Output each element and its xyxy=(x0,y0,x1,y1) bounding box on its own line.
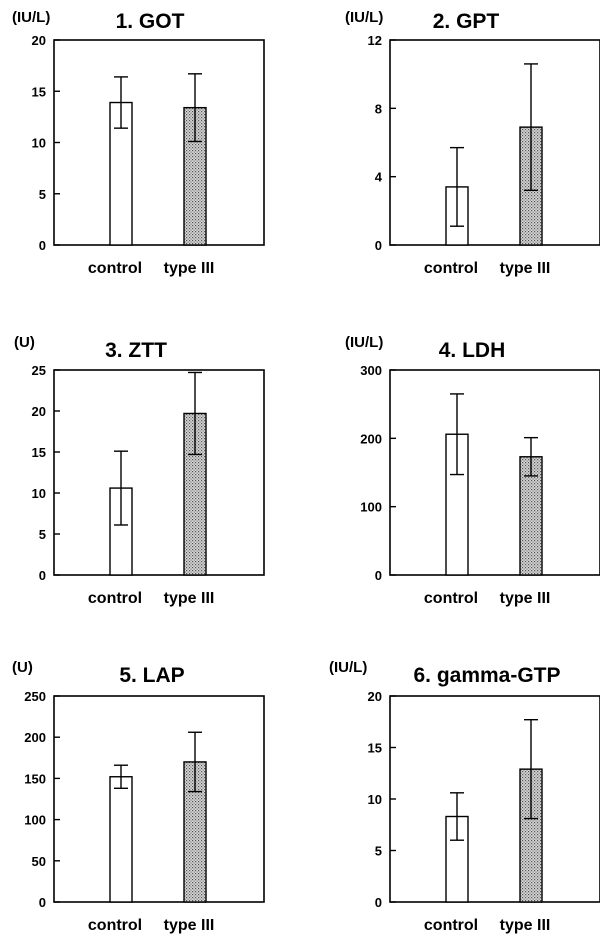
y-unit-label: (IU/L) xyxy=(345,9,383,26)
y-tick-label: 10 xyxy=(32,486,46,501)
category-label: control xyxy=(88,917,142,934)
y-tick-label: 0 xyxy=(375,238,382,253)
chart-title: 4. LDH xyxy=(439,339,506,362)
y-tick-label: 100 xyxy=(24,813,46,828)
y-tick-label: 300 xyxy=(360,363,382,378)
category-label: control xyxy=(424,917,478,934)
y-tick-label: 15 xyxy=(32,445,46,460)
y-tick-label: 0 xyxy=(39,238,46,253)
y-tick-label: 250 xyxy=(24,689,46,704)
y-unit-label: (U) xyxy=(14,334,35,351)
y-tick-label: 0 xyxy=(39,895,46,910)
category-label: type III xyxy=(164,917,215,934)
y-tick-label: 200 xyxy=(360,431,382,446)
category-label: type III xyxy=(164,590,215,607)
y-unit-label: (U) xyxy=(12,659,33,676)
y-tick-label: 0 xyxy=(375,895,382,910)
y-tick-label: 5 xyxy=(39,527,46,542)
category-label: control xyxy=(88,260,142,277)
y-tick-label: 20 xyxy=(32,404,46,419)
chart-panel-5: (U) 5. LAP 0 50 100 150 200 250 control type III xyxy=(12,659,265,934)
y-tick-label: 200 xyxy=(24,730,46,745)
y-tick-label: 15 xyxy=(32,84,46,99)
category-label: control xyxy=(424,590,478,607)
y-unit-label: (IU/L) xyxy=(12,9,50,26)
chart-title: 6. gamma-GTP xyxy=(413,664,560,687)
chart-panel-4: (IU/L) 4. LDH 0 100 200 300 control type III xyxy=(345,334,600,607)
plot-frame xyxy=(389,369,600,576)
y-tick-label: 8 xyxy=(375,101,382,116)
y-tick-label: 5 xyxy=(375,844,382,859)
plot-frame xyxy=(389,695,600,903)
chart-title: 1. GOT xyxy=(116,10,185,33)
y-tick-label: 0 xyxy=(39,568,46,583)
category-label: type III xyxy=(164,260,215,277)
y-tick-label: 0 xyxy=(375,568,382,583)
y-tick-label: 4 xyxy=(375,170,383,185)
chart-title: 3. ZTT xyxy=(105,339,167,362)
category-label: type III xyxy=(500,590,551,607)
plot-frame xyxy=(53,39,265,246)
y-tick-label: 10 xyxy=(368,792,382,807)
y-unit-label: (IU/L) xyxy=(329,659,367,676)
category-label: type III xyxy=(500,260,551,277)
y-tick-label: 15 xyxy=(368,741,382,756)
y-unit-label: (IU/L) xyxy=(345,334,383,351)
y-tick-label: 12 xyxy=(368,33,382,48)
chart-panel-6: (IU/L) 6. gamma-GTP 0 5 10 15 20 control type II… xyxy=(329,659,600,934)
y-tick-label: 25 xyxy=(32,363,46,378)
chart-title: 2. GPT xyxy=(433,10,500,33)
y-tick-label: 20 xyxy=(32,33,46,48)
category-label: control xyxy=(424,260,478,277)
y-tick-label: 20 xyxy=(368,689,382,704)
y-tick-label: 100 xyxy=(360,500,382,515)
chart-title: 5. LAP xyxy=(119,664,184,687)
chart-panel-2: (IU/L) 2. GPT 0 4 8 12 control type III xyxy=(345,9,600,277)
plot-frame xyxy=(389,39,600,246)
y-tick-label: 5 xyxy=(39,187,46,202)
category-label: control xyxy=(88,590,142,607)
bar-control xyxy=(109,776,133,903)
plot-frame xyxy=(53,695,265,903)
chart-panel-3: (U) 3. ZTT 0 5 10 15 20 25 control type III xyxy=(14,334,265,607)
plot-frame xyxy=(53,369,265,576)
y-tick-label: 150 xyxy=(24,771,46,786)
category-label: type III xyxy=(500,917,551,934)
chart-panel-1: (IU/L) 1. GOT 0 5 10 15 20 control type III xyxy=(12,9,265,277)
y-tick-label: 10 xyxy=(32,136,46,151)
y-tick-label: 50 xyxy=(32,854,46,869)
